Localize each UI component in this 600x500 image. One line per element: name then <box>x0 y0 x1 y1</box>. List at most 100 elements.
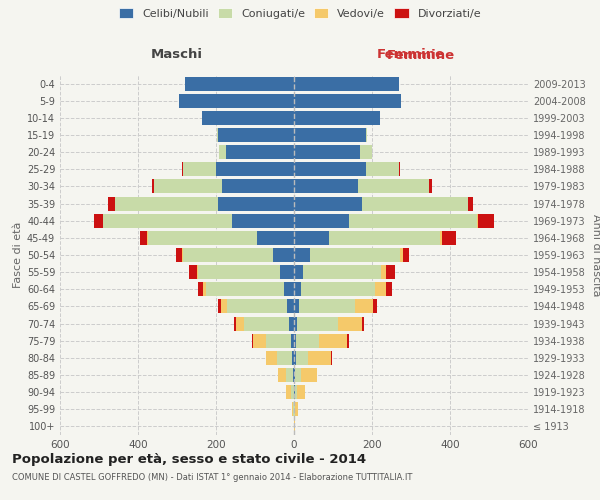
Bar <box>403 248 409 262</box>
Bar <box>294 282 301 296</box>
Bar <box>294 231 329 245</box>
Bar <box>278 368 286 382</box>
Bar <box>294 94 401 108</box>
Bar <box>103 214 232 228</box>
Bar <box>199 282 203 296</box>
Bar <box>176 248 182 262</box>
Bar <box>217 128 218 142</box>
Bar <box>296 334 319 347</box>
Bar <box>292 402 293 416</box>
Bar <box>294 76 400 90</box>
Bar <box>294 265 302 279</box>
Bar <box>202 111 294 125</box>
Bar <box>188 265 197 279</box>
Y-axis label: Fasce di età: Fasce di età <box>13 222 23 288</box>
Bar <box>292 351 294 365</box>
Bar <box>331 351 332 365</box>
Bar <box>362 196 467 210</box>
Bar <box>295 368 301 382</box>
Bar <box>301 368 317 382</box>
Bar <box>280 265 294 279</box>
Bar <box>442 231 456 245</box>
Bar <box>293 402 294 416</box>
Bar <box>218 128 294 142</box>
Bar <box>386 265 395 279</box>
Bar <box>252 334 253 347</box>
Bar <box>366 128 367 142</box>
Bar <box>400 248 403 262</box>
Bar <box>94 214 103 228</box>
Bar <box>347 334 349 347</box>
Text: COMUNE DI CASTEL GOFFREDO (MN) - Dati ISTAT 1° gennaio 2014 - Elaborazione TUTTI: COMUNE DI CASTEL GOFFREDO (MN) - Dati IS… <box>12 472 412 482</box>
Bar <box>289 316 294 330</box>
Text: Femmine: Femmine <box>386 50 454 62</box>
Bar <box>440 231 442 245</box>
Bar <box>284 282 294 296</box>
Bar <box>355 300 373 314</box>
Bar <box>197 265 199 279</box>
Bar <box>148 231 257 245</box>
Bar <box>107 196 115 210</box>
Bar <box>183 248 272 262</box>
Bar <box>310 248 400 262</box>
Bar <box>222 180 294 194</box>
Bar <box>373 300 377 314</box>
Bar <box>234 316 236 330</box>
Bar <box>286 385 291 399</box>
Bar <box>295 385 297 399</box>
Bar <box>216 162 294 176</box>
Bar <box>294 248 310 262</box>
Bar <box>154 180 222 194</box>
Bar <box>329 231 440 245</box>
Bar <box>294 402 295 416</box>
Bar <box>115 196 218 210</box>
Bar <box>277 351 292 365</box>
Bar <box>380 265 386 279</box>
Bar <box>147 231 148 245</box>
Bar <box>140 231 147 245</box>
Text: Popolazione per età, sesso e stato civile - 2014: Popolazione per età, sesso e stato civil… <box>12 452 366 466</box>
Bar <box>272 248 294 262</box>
Bar <box>266 351 277 365</box>
Bar <box>221 300 227 314</box>
Bar <box>467 196 473 210</box>
Bar <box>206 282 284 296</box>
Bar <box>294 300 299 314</box>
Bar <box>360 145 372 159</box>
Bar <box>294 180 358 194</box>
Legend: Celibi/Nubili, Coniugati/e, Vedovi/e, Divorziati/e: Celibi/Nubili, Coniugati/e, Vedovi/e, Di… <box>119 8 481 19</box>
Bar <box>199 265 280 279</box>
Bar <box>308 351 331 365</box>
Bar <box>294 214 349 228</box>
Bar <box>227 300 287 314</box>
Bar <box>152 180 154 194</box>
Bar <box>203 282 206 296</box>
Bar <box>478 214 494 228</box>
Bar <box>297 385 305 399</box>
Bar <box>301 282 375 296</box>
Bar <box>232 214 294 228</box>
Bar <box>302 265 380 279</box>
Bar <box>358 180 428 194</box>
Bar <box>294 316 297 330</box>
Text: Femmine: Femmine <box>377 48 445 60</box>
Bar <box>294 196 362 210</box>
Bar <box>185 76 294 90</box>
Bar <box>218 300 221 314</box>
Y-axis label: Anni di nascita: Anni di nascita <box>591 214 600 296</box>
Bar <box>338 316 362 330</box>
Bar <box>294 145 360 159</box>
Bar <box>294 368 295 382</box>
Bar <box>291 334 294 347</box>
Bar <box>428 180 431 194</box>
Bar <box>294 385 295 399</box>
Bar <box>386 282 392 296</box>
Bar <box>294 420 295 434</box>
Bar <box>362 316 364 330</box>
Bar <box>183 162 216 176</box>
Bar <box>319 334 347 347</box>
Bar <box>291 385 294 399</box>
Bar <box>236 316 244 330</box>
Bar <box>287 300 294 314</box>
Bar <box>293 368 294 382</box>
